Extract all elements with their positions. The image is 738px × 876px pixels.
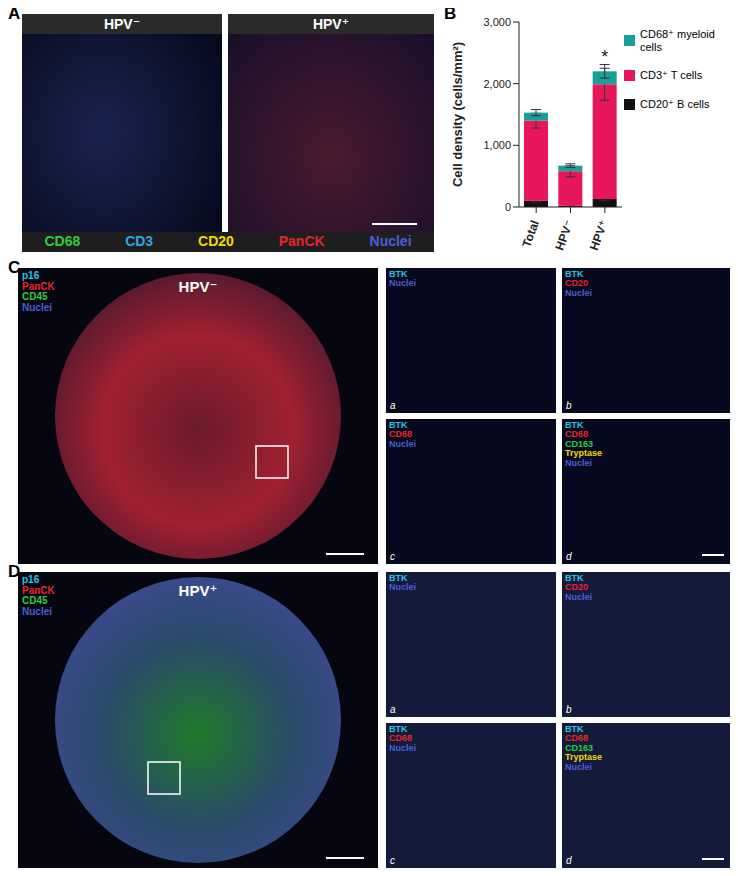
- html-text:PanCK: PanCK: [278, 233, 325, 249]
- svg-text:Total: Total: [519, 218, 542, 249]
- html-text:CD163: CD163: [565, 438, 593, 449]
- html-text:Nuclei: Nuclei: [389, 278, 416, 289]
- html-text:Tryptase: Tryptase: [565, 752, 602, 763]
- html-text:CD68: CD68: [565, 733, 588, 744]
- svg-text:3,000: 3,000: [483, 16, 511, 28]
- html-text:c: c: [390, 551, 395, 562]
- html-text:HPV⁺: HPV⁺: [312, 16, 350, 32]
- svg-text:Cell density (cells/mm²): Cell density (cells/mm²): [452, 42, 465, 187]
- html-text:b: b: [566, 400, 572, 411]
- html-text:BTK: BTK: [389, 573, 408, 583]
- html-text:HPV⁻: HPV⁻: [178, 278, 218, 295]
- html-text:BTK: BTK: [565, 573, 584, 583]
- svg-text:HPV⁺: HPV⁺: [587, 218, 611, 252]
- html-text:BTK: BTK: [389, 420, 408, 430]
- html-text:PanCK: PanCK: [22, 584, 55, 596]
- html-text:CD20: CD20: [198, 233, 234, 249]
- html-text:Nuclei: Nuclei: [389, 582, 416, 593]
- html-text:CD68: CD68: [389, 733, 412, 744]
- html-text:BTK: BTK: [565, 724, 584, 734]
- svg-text:1,000: 1,000: [483, 139, 511, 151]
- html-text:PanCK: PanCK: [22, 280, 55, 292]
- html-text:a: a: [390, 704, 396, 715]
- html-text:Nuclei: Nuclei: [565, 591, 592, 602]
- html-text:CD68: CD68: [389, 429, 412, 440]
- html-text:Nuclei: Nuclei: [389, 438, 416, 449]
- html-text:Tryptase: Tryptase: [565, 448, 602, 459]
- html-text:HPV⁺: HPV⁺: [178, 582, 218, 599]
- html-text:CD3: CD3: [125, 233, 154, 249]
- html-text:BTK: BTK: [565, 420, 584, 430]
- html-text:CD68⁺ myeloid cells: CD68⁺ myeloid cells: [640, 28, 715, 53]
- html-text:CD20: CD20: [565, 278, 588, 289]
- html-text:BTK: BTK: [565, 269, 584, 279]
- svg-text:2,000: 2,000: [483, 78, 511, 90]
- html-text:CD68: CD68: [44, 233, 81, 249]
- html-text:BTK: BTK: [389, 269, 408, 279]
- html-text:B: B: [444, 4, 457, 23]
- html-text:b: b: [566, 704, 572, 715]
- html-text:CD45: CD45: [22, 291, 48, 302]
- html-text:Nuclei: Nuclei: [565, 287, 592, 298]
- html-text:Nuclei: Nuclei: [369, 233, 412, 249]
- html-text:CD20: CD20: [565, 582, 588, 593]
- html-text:CD68: CD68: [565, 429, 588, 440]
- html-text:Cp16: Cp16: [8, 258, 40, 281]
- html-text:Nuclei: Nuclei: [565, 761, 592, 772]
- svg-text:HPV⁻: HPV⁻: [553, 218, 577, 252]
- html-text:CD3⁺ T cells: CD3⁺ T cells: [640, 69, 703, 81]
- html-text:a: a: [390, 400, 396, 411]
- html-text:CD20⁺ B cells: CD20⁺ B cells: [640, 98, 710, 110]
- html-text:CD163: CD163: [565, 742, 593, 753]
- html-text:CD45: CD45: [22, 595, 48, 606]
- html-text:d: d: [566, 551, 572, 562]
- html-text:Nuclei: Nuclei: [389, 742, 416, 753]
- html-text:A: A: [8, 4, 21, 23]
- html-text:Nuclei: Nuclei: [22, 301, 52, 313]
- html-text:d: d: [566, 855, 572, 866]
- html-text:Dp16: Dp16: [8, 562, 40, 585]
- html-text:Nuclei: Nuclei: [565, 457, 592, 468]
- svg-text:*: *: [601, 47, 608, 67]
- html-text:BTK: BTK: [389, 724, 408, 734]
- svg-text:0: 0: [505, 201, 511, 213]
- html-text:HPV⁻: HPV⁻: [103, 16, 141, 32]
- html-text:Nuclei: Nuclei: [22, 605, 52, 617]
- html-text:c: c: [390, 855, 395, 866]
